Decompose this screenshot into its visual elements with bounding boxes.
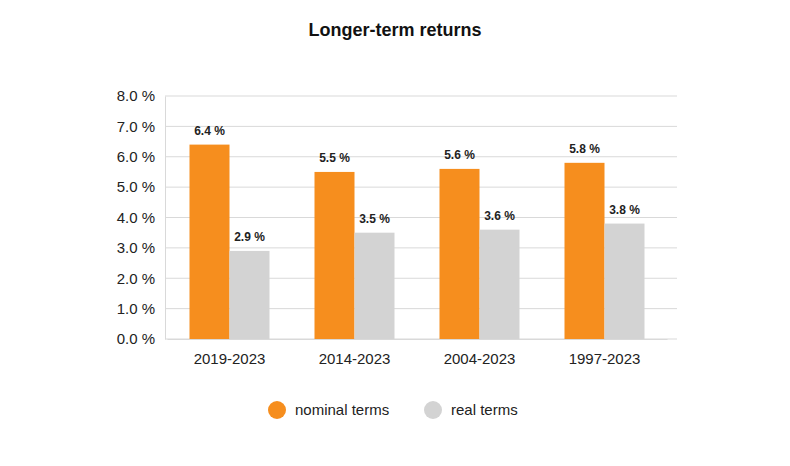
legend-label: real terms [451, 401, 518, 418]
x-tick-label: 2004-2023 [444, 350, 516, 367]
data-label: 5.5 % [319, 151, 350, 165]
data-label: 3.8 % [609, 203, 640, 217]
y-tick: 0.0 % [117, 330, 165, 347]
y-tick: 8.0 % [117, 87, 165, 104]
grid [165, 96, 677, 339]
data-label: 6.4 % [194, 124, 225, 138]
y-axis-line [165, 97, 166, 340]
y-tick-label: 6.0 % [117, 148, 155, 165]
data-label: 2.9 % [234, 230, 265, 244]
x-tick: 2019-2023 [194, 339, 266, 367]
y-tick-label: 5.0 % [117, 178, 155, 195]
y-tick-label: 8.0 % [117, 87, 155, 104]
y-tick-label: 0.0 % [117, 330, 155, 347]
x-axis-line [168, 339, 668, 340]
legend-swatch [268, 401, 286, 419]
bar [565, 163, 605, 339]
legend-swatch [424, 401, 442, 419]
grid-line [165, 156, 677, 157]
y-tick: 4.0 % [117, 209, 165, 226]
y-tick-label: 3.0 % [117, 239, 155, 256]
data-label: 5.8 % [569, 142, 600, 156]
y-tick: 1.0 % [117, 300, 165, 317]
y-tick: 7.0 % [117, 118, 165, 135]
y-tick: 3.0 % [117, 239, 165, 256]
y-tick-label: 4.0 % [117, 209, 155, 226]
bars [190, 145, 645, 339]
x-tick: 2004-2023 [444, 339, 516, 367]
y-tick: 2.0 % [117, 270, 165, 287]
y-tick-label: 1.0 % [117, 300, 155, 317]
chart-title: Longer-term returns [308, 20, 481, 40]
y-tick-label: 2.0 % [117, 270, 155, 287]
legend: nominal terms real terms [268, 401, 518, 419]
bar [605, 224, 645, 339]
bar [315, 172, 355, 339]
bar [230, 251, 270, 339]
x-tick: 1997-2023 [569, 339, 641, 367]
x-axis: 2019-2023 2014-2023 2004-2023 1997-2023 [168, 339, 668, 367]
x-tick-label: 1997-2023 [569, 350, 641, 367]
y-tick: 6.0 % [117, 148, 165, 165]
grid-line [165, 126, 677, 127]
x-tick: 2014-2023 [319, 339, 391, 367]
grid-line [165, 96, 677, 97]
data-labels: 6.4 % 5.5 % 5.6 % 5.8 % 2.9 % 3.5 % 3.6 % 3.8 % [194, 124, 640, 244]
legend-label: nominal terms [295, 401, 389, 418]
data-label: 5.6 % [444, 148, 475, 162]
y-tick: 5.0 % [117, 178, 165, 195]
x-tick-label: 2014-2023 [319, 350, 391, 367]
y-tick-label: 7.0 % [117, 118, 155, 135]
bar [480, 230, 520, 339]
x-tick-label: 2019-2023 [194, 350, 266, 367]
y-axis: 0.0 % 1.0 % 2.0 % 3.0 % 4.0 % 5.0 % 6.0 % 7.0 %… [117, 87, 166, 347]
bar [440, 169, 480, 339]
data-label: 3.5 % [359, 212, 390, 226]
bar [190, 145, 230, 339]
chart: Longer-term returns 0.0 % 1.0 % 2.0 % 3.0 % 4… [0, 0, 790, 466]
data-label: 3.6 % [484, 209, 515, 223]
bar [355, 233, 395, 339]
